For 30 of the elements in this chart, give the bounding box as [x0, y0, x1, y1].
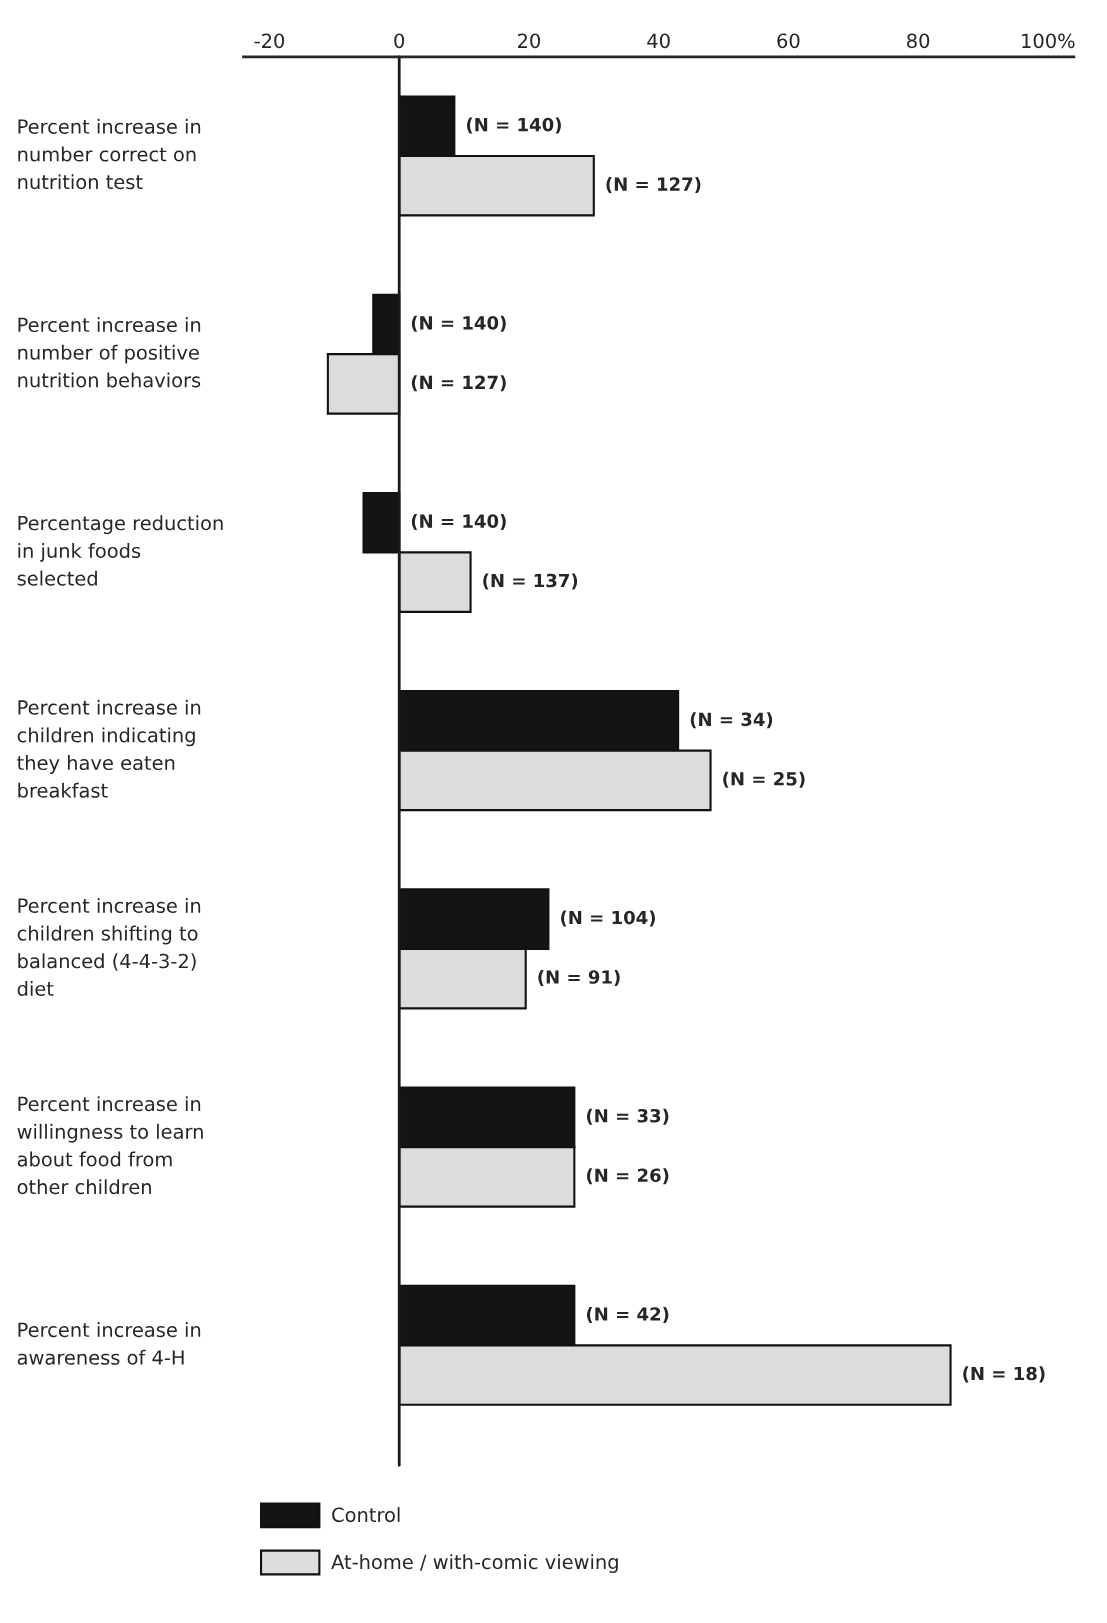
y-tick-label: Percent increase in number of positive nutrition behaviors — [18, 317, 201, 388]
legend-label: Control — [332, 1507, 400, 1523]
x-tick-label: 20 — [517, 33, 541, 49]
x-tick-label: 0 — [394, 33, 405, 49]
annotation: (N = 33) — [587, 1108, 669, 1125]
annotation: (N = 42) — [587, 1306, 669, 1323]
annotation: (N = 104) — [561, 910, 655, 927]
x-tick-label: 40 — [647, 33, 670, 49]
y-tick-label: Percent increase in number correct on nutrition test — [18, 118, 201, 190]
legend-label: At-home / with-comic viewing — [331, 1554, 618, 1573]
annotation: (N = 140) — [411, 513, 506, 531]
annotation: (N = 140) — [467, 117, 561, 134]
annotation: (N = 18) — [963, 1366, 1045, 1383]
y-tick-label: Percentage reduction in junk foods selected — [17, 515, 223, 586]
annotation: (N = 91) — [538, 969, 620, 986]
y-tick-label: Percent increase in awareness of 4-H — [17, 1322, 201, 1365]
y-tick-label: Percent increase in children indicating they have eaten breakfast — [17, 699, 201, 798]
y-tick-label: Percent increase in willingness to learn about food from other children — [17, 1096, 203, 1195]
annotation: (N = 127) — [606, 176, 701, 194]
x-tick-label: 60 — [777, 33, 800, 49]
x-tick-label: -20 — [254, 33, 285, 49]
annotation: (N = 26) — [587, 1168, 669, 1185]
annotation: (N = 140) — [411, 315, 506, 332]
x-tick-label: 100% — [1022, 33, 1075, 49]
x-tick-label: 80 — [907, 33, 930, 49]
annotation: (N = 137) — [483, 573, 578, 590]
annotation: (N = 25) — [723, 771, 805, 788]
annotation: (N = 127) — [411, 375, 506, 392]
y-tick-label: Percent increase in children shifting to balanced (4-4-3-2) diet — [17, 897, 201, 997]
annotation: (N = 34) — [690, 712, 773, 729]
